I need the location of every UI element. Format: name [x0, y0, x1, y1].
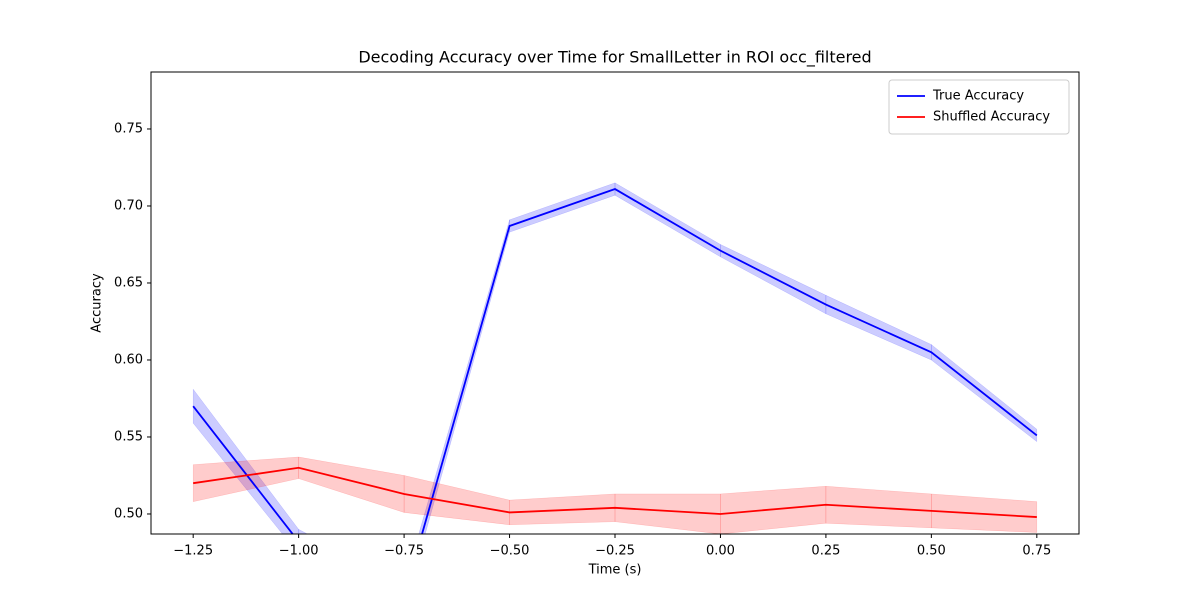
error-band: [298, 456, 405, 513]
error-band: [720, 244, 827, 315]
x-tick-label: −0.75: [384, 544, 424, 559]
x-tick-label: 0.00: [706, 544, 735, 559]
legend-label: True Accuracy: [932, 89, 1024, 104]
y-tick-label: 0.75: [114, 121, 143, 136]
error-band: [403, 475, 510, 526]
error-band: [192, 388, 299, 534]
y-tick-label: 0.50: [114, 506, 143, 521]
error-band: [298, 528, 308, 534]
y-tick-label: 0.55: [114, 429, 143, 444]
error-band: [192, 456, 299, 502]
error-band: [614, 493, 721, 534]
line: [192, 188, 1038, 534]
x-tick-label: 0.25: [811, 544, 840, 559]
y-axis-label: Accuracy: [90, 273, 105, 333]
chart-title: Decoding Accuracy over Time for SmallLet…: [358, 48, 871, 68]
y-tick-label: 0.70: [114, 198, 143, 213]
x-tick-label: 0.75: [1022, 544, 1051, 559]
x-tick-label: −0.25: [595, 544, 635, 559]
x-tick-label: −1.00: [279, 544, 319, 559]
y-tick-label: 0.60: [114, 352, 143, 367]
error-band: [418, 219, 510, 534]
x-tick-label: −1.25: [173, 544, 213, 559]
x-tick-label: −0.50: [490, 544, 530, 559]
line: [193, 466, 1037, 518]
legend-box: [888, 79, 1070, 135]
legend-label: Shuffled Accuracy: [933, 110, 1050, 125]
x-axis-label: Time (s): [588, 563, 642, 578]
x-tick-label: 0.50: [917, 544, 946, 559]
y-tick-label: 0.65: [114, 275, 143, 290]
plot-area: [192, 182, 1038, 534]
